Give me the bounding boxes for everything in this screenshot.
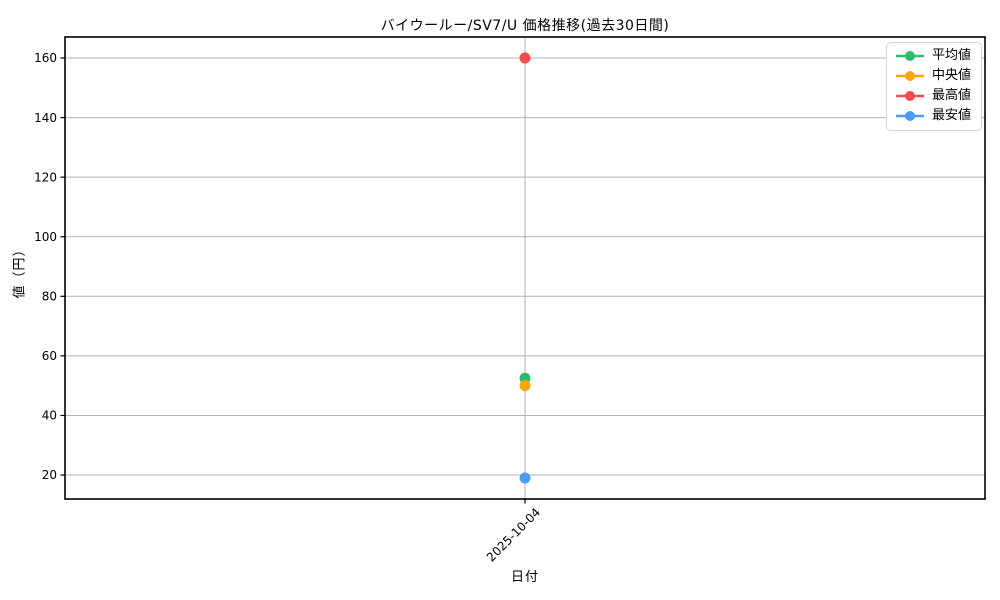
legend-marker bbox=[905, 111, 915, 122]
legend-item: 最安値 bbox=[895, 108, 974, 125]
y-tick-label: 60 bbox=[42, 349, 57, 363]
legend-sample-icon bbox=[896, 51, 924, 62]
legend-marker bbox=[905, 91, 915, 102]
series-point bbox=[519, 380, 531, 392]
y-tick-label: 160 bbox=[34, 51, 57, 65]
legend-label: 最安値 bbox=[932, 107, 972, 123]
legend-label: 平均値 bbox=[932, 48, 972, 63]
legend-sample-icon bbox=[896, 111, 924, 122]
x-tick-label: 2025-10-04 bbox=[484, 505, 543, 564]
x-axis-label: 日付 bbox=[510, 570, 539, 585]
ticks-layer: 20 40 60 80 100 120 140 160 2025-10-04 bbox=[34, 51, 543, 564]
legend-item: 最高値 bbox=[895, 88, 974, 105]
chart-title: バイウールー/SV7/U 価格推移(過去30日間) bbox=[380, 18, 670, 34]
y-tick-label: 100 bbox=[34, 230, 57, 244]
y-tick-label: 140 bbox=[34, 111, 57, 125]
gridlines bbox=[65, 37, 985, 499]
legend-sample-icon bbox=[896, 71, 924, 82]
series-point bbox=[519, 52, 531, 64]
legend-label: 最高値 bbox=[932, 87, 972, 103]
series-layer bbox=[519, 52, 531, 484]
legend-marker bbox=[905, 71, 915, 82]
legend-marker bbox=[905, 51, 915, 62]
legend-item: 平均値 bbox=[895, 48, 974, 65]
legend-label: 中央値 bbox=[932, 67, 972, 83]
y-axis-label: 値（円） bbox=[12, 242, 28, 299]
y-tick-label: 40 bbox=[42, 409, 57, 423]
y-tick-label: 80 bbox=[42, 289, 57, 303]
legend-sample-icon bbox=[896, 91, 924, 102]
y-tick-label: 120 bbox=[34, 170, 57, 184]
series-point bbox=[519, 472, 531, 484]
y-tick-label: 20 bbox=[42, 468, 57, 482]
legend-item: 中央値 bbox=[895, 68, 974, 85]
legend: 平均値中央値最高値最安値 bbox=[886, 42, 982, 131]
